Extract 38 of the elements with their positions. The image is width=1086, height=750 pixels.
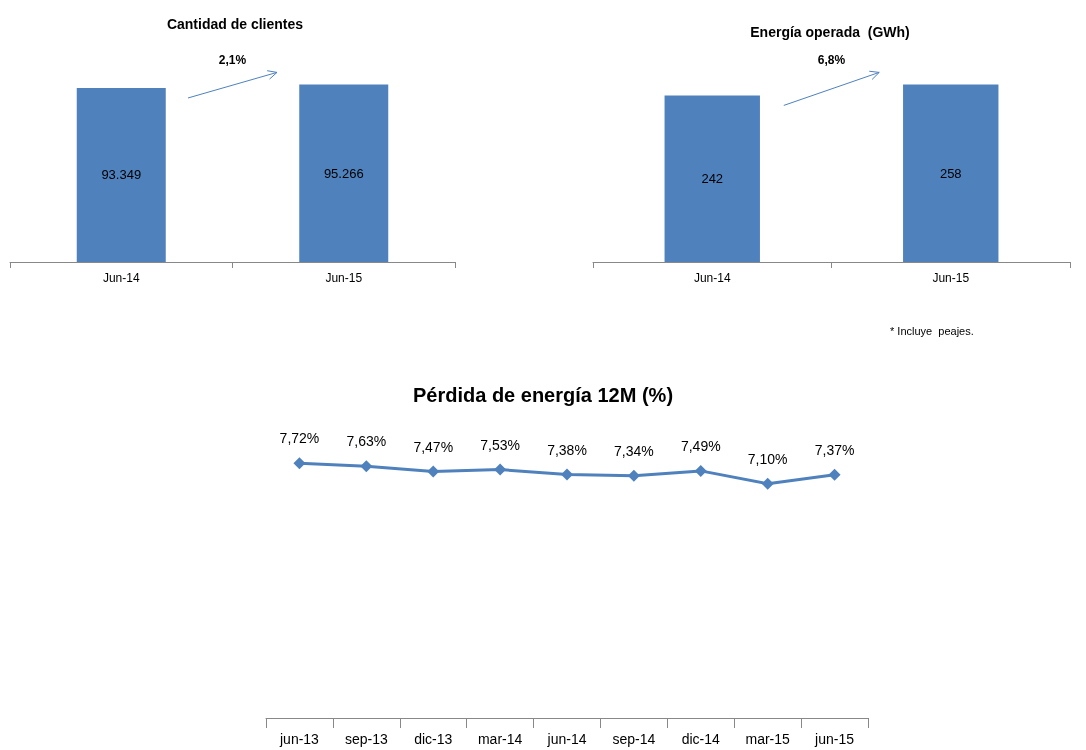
point [427,465,440,478]
data-label: 7,49% [680,437,721,454]
data-label: 7,53% [480,436,520,453]
data-label: 7,63% [346,433,387,450]
data-label: 93.349 [101,167,142,183]
x-tick-label: jun-13 [278,731,320,747]
x-tick-label: Jun-15 [325,271,363,285]
x-tick-label: sep-14 [612,731,656,747]
chart-title: Energía operada (GWh) [750,24,910,40]
point [561,468,573,481]
data-label: 7,10% [747,450,788,467]
chart-title: Pérdida de energía 12M (%) [412,384,674,406]
x-tick-label: dic-14 [681,731,721,747]
x-tick-label: jun-14 [546,731,587,747]
point [360,460,373,473]
data-label: 7,37% [814,441,855,458]
data-label: 258 [939,165,962,181]
x-tick-label: jun-15 [814,731,855,747]
data-label: 95.266 [323,165,364,181]
x-tick-label: mar-15 [745,731,791,747]
x-tick-label: sep-13 [344,731,388,747]
point [828,468,841,481]
data-label: 7,72% [279,430,320,447]
x-tick-label: dic-13 [414,731,453,747]
point [761,477,774,490]
text: 2,1% [218,53,247,68]
point [494,463,507,476]
chart-title: Cantidad de clientes [166,16,304,32]
data-label: 7,34% [614,442,654,459]
text: 6,8% [817,53,846,68]
data-label: 7,47% [413,438,454,455]
data-label: 242 [701,171,724,187]
x-tick-label: Jun-14 [102,271,140,285]
x-tick-label: Jun-14 [693,271,731,285]
data-label: 7,38% [547,441,587,458]
x-tick-label: mar-14 [477,731,523,747]
x-tick-label: Jun-15 [932,271,970,285]
text: * Incluye peajes. [890,324,974,337]
